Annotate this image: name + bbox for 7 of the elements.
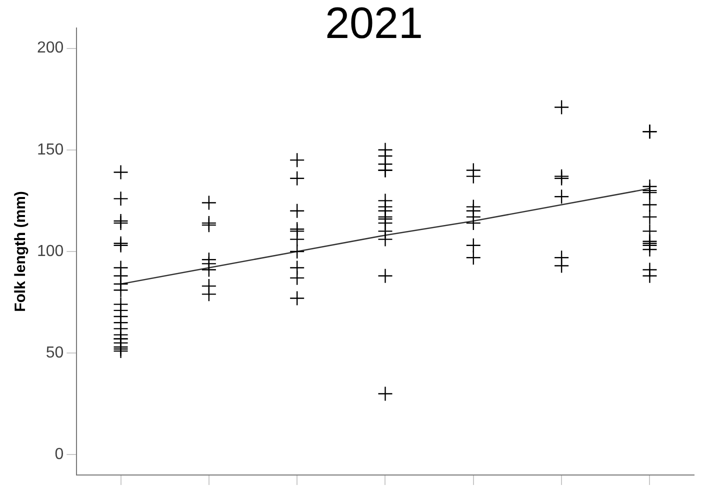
chart-title: 2021	[325, 0, 423, 48]
y-tick-label: 100	[36, 242, 64, 260]
y-axis-title: Folk length (mm)	[12, 191, 30, 312]
y-tick-label: 0	[54, 446, 64, 464]
y-tick-label: 200	[36, 40, 64, 57]
y-tick-label: 150	[36, 141, 64, 158]
y-tick-label: 50	[46, 344, 64, 362]
